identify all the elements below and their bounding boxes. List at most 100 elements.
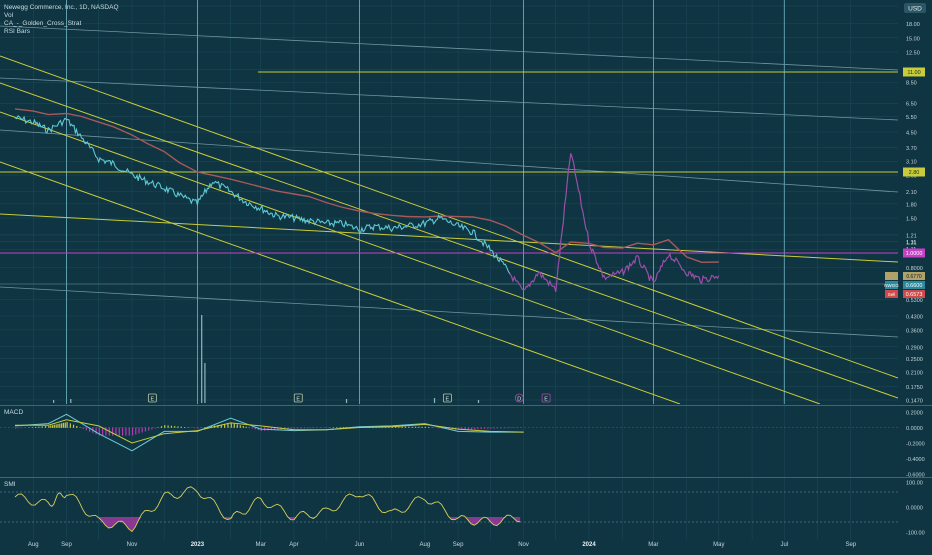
price-tag-magenta-level[interactable]: 1.0000 (903, 249, 925, 258)
macd-histogram-bar (300, 428, 301, 429)
sell-value: 0.6573 (906, 292, 923, 298)
macd-histogram-bar (125, 428, 126, 436)
macd-histogram-bar (336, 427, 337, 428)
svg-text:11.00: 11.00 (907, 70, 920, 76)
time-axis-label: Sep (845, 542, 856, 548)
macd-histogram-bar (240, 425, 241, 428)
volume-bar (346, 399, 347, 403)
macd-histogram-bar (243, 426, 244, 428)
macd-histogram-bar (494, 428, 495, 429)
macd-histogram-bar (234, 424, 235, 428)
time-axis-label: Aug (420, 542, 431, 548)
macd-histogram-bar (138, 428, 139, 434)
macd-histogram-bar (63, 423, 64, 428)
macd-histogram-bar (164, 425, 165, 428)
price-axis-label: 0.1750 (906, 385, 923, 391)
macd-histogram-bar (119, 428, 120, 436)
macd-histogram-bar (487, 428, 488, 429)
time-axis-label: May (713, 542, 724, 548)
macd-histogram-bar (73, 425, 74, 428)
price-axis-label: 2.10 (906, 190, 917, 196)
price-axis-label: 0.3600 (906, 328, 923, 334)
macd-histogram-bar (316, 428, 317, 429)
macd-histogram-bar (56, 424, 57, 427)
macd-histogram-bar (102, 428, 103, 436)
price-axis-label: 1.80 (906, 202, 917, 208)
macd-histogram-bar (246, 427, 247, 428)
macd-histogram-bar (204, 427, 205, 428)
volume-bar (53, 400, 54, 403)
indicator-ca[interactable]: CA_-_Golden_Cross_Strat (4, 20, 82, 27)
macd-histogram-bar (129, 428, 130, 436)
macd-histogram-bar (471, 428, 472, 430)
symbol-title[interactable]: Newegg Commerce, Inc., 1D, NASDAQ (4, 4, 119, 11)
macd-histogram-bar (201, 428, 202, 429)
price-axis-label: 1.11 (906, 240, 916, 246)
macd-histogram-bar (151, 428, 152, 430)
event-marker-label: E (544, 397, 548, 403)
macd-histogram-bar (95, 428, 96, 435)
price-axis-label: 18.00 (906, 22, 920, 28)
macd-histogram-bar (174, 426, 175, 428)
macd-histogram-bar (22, 428, 23, 429)
indicator-vol[interactable]: Vol (4, 12, 14, 19)
time-axis-label: Mar (256, 542, 266, 548)
time-axis-label: Mar (648, 542, 658, 548)
macd-histogram-bar (45, 426, 46, 428)
price-tag-top-level[interactable]: 11.00 (903, 68, 925, 77)
macd-histogram-bar (142, 428, 143, 433)
price-tag-level-2[interactable]: 2.80 (903, 168, 925, 177)
currency-badge[interactable]: USD (904, 3, 926, 13)
macd-label: MACD (4, 409, 23, 416)
macd-histogram-bar (481, 428, 482, 430)
macd-histogram-bar (422, 427, 423, 428)
macd-histogram-bar (86, 428, 87, 431)
macd-histogram-bar (514, 428, 515, 429)
macd-histogram-bar (61, 423, 62, 428)
price-axis-label: 4.50 (906, 131, 917, 137)
time-axis-label: Nov (127, 542, 138, 548)
indicator-rsi-bars[interactable]: RSI Bars (4, 28, 31, 35)
volume-bar (204, 363, 205, 403)
macd-histogram-bar (484, 428, 485, 429)
macd-histogram-bar (67, 422, 68, 428)
macd-histogram-bar (38, 427, 39, 428)
smi-label: SMI (4, 481, 16, 488)
macd-histogram-bar (408, 427, 409, 428)
price-axis-label: 0.2900 (906, 345, 923, 351)
macd-histogram-bar (65, 422, 66, 427)
svg-text:1.0000: 1.0000 (906, 251, 923, 257)
macd-histogram-bar (148, 428, 149, 431)
macd-histogram-bar (135, 428, 136, 435)
macd-histogram-bar (237, 424, 238, 427)
macd-histogram-bar (507, 428, 508, 429)
macd-histogram-bar (304, 428, 305, 429)
price-axis-label: 5.50 (906, 115, 917, 121)
macd-histogram-bar (398, 427, 399, 428)
macd-histogram-bar (339, 427, 340, 428)
symbol-tag: NWGG (884, 283, 899, 288)
macd-histogram-bar (52, 425, 53, 428)
time-axis-label: Aug (28, 542, 39, 548)
smi-axis-label: 100.00 (906, 481, 923, 487)
macd-histogram-bar (497, 428, 498, 429)
macd-histogram-bar (428, 427, 429, 428)
macd-histogram-bar (59, 424, 60, 428)
price-axis-label: 1.50 (906, 217, 917, 223)
price-axis-label: 8.50 (906, 81, 917, 87)
event-marker-label: E (151, 397, 155, 403)
macd-histogram-bar (132, 428, 133, 436)
macd-histogram-bar (412, 427, 413, 428)
macd-histogram-bar (158, 427, 159, 428)
time-axis-label: Apr (289, 542, 298, 548)
macd-histogram-bar (504, 428, 505, 429)
macd-histogram-bar (83, 428, 84, 429)
time-axis-label: Sep (453, 542, 464, 548)
macd-histogram-bar (425, 427, 426, 428)
price-axis-label: 0.5300 (906, 298, 923, 304)
macd-histogram-bar (15, 428, 16, 429)
macd-histogram-bar (70, 423, 71, 427)
